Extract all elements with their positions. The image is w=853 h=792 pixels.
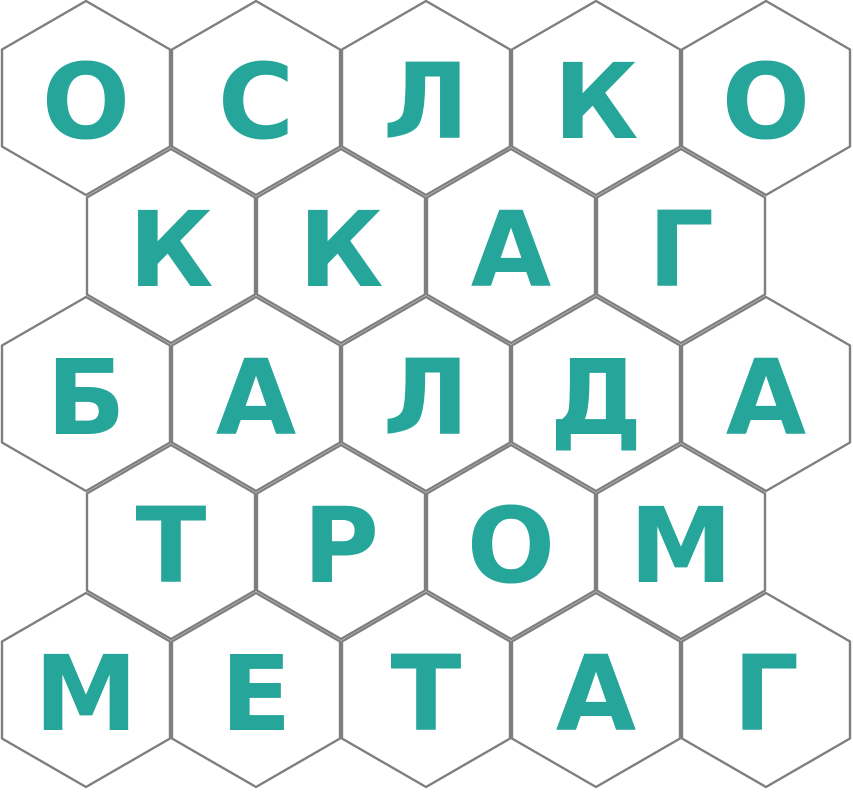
hex-letter: Т	[136, 485, 207, 607]
hex-cell[interactable]: С	[170, 0, 342, 197]
hex-outline	[510, 0, 682, 197]
hex-cell[interactable]: А	[425, 147, 597, 345]
hex-outline	[680, 591, 852, 789]
hex-cell[interactable]: Д	[510, 295, 682, 493]
hex-outline	[170, 591, 342, 789]
hex-letter: Е	[220, 633, 291, 755]
hex-letter: М	[629, 485, 733, 607]
hex-outline	[595, 443, 767, 641]
hex-letter: Д	[550, 337, 643, 459]
hex-cell[interactable]: Л	[340, 0, 512, 197]
hex-cell[interactable]: М	[0, 591, 172, 789]
hex-letter: А	[726, 337, 807, 459]
hex-letter: Л	[383, 337, 469, 459]
hex-letter: О	[42, 41, 130, 163]
hex-cell[interactable]: Т	[340, 591, 512, 789]
hex-outline	[510, 295, 682, 493]
hex-outline	[340, 295, 512, 493]
hex-cell[interactable]: О	[425, 443, 597, 641]
hex-outline	[85, 147, 257, 345]
hex-cell[interactable]: Б	[0, 295, 172, 493]
hex-cell[interactable]: Г	[595, 147, 767, 345]
hex-outline	[340, 591, 512, 789]
hex-cell[interactable]: Р	[255, 443, 427, 641]
hex-cell[interactable]: К	[255, 147, 427, 345]
hex-letter: Т	[391, 633, 462, 755]
hex-cell[interactable]: О	[680, 0, 852, 197]
hex-letter: М	[34, 633, 138, 755]
hex-cell[interactable]: А	[680, 295, 852, 493]
hex-outline	[680, 295, 852, 493]
hex-outline	[255, 147, 427, 345]
hex-letter: А	[216, 337, 297, 459]
hex-outline	[425, 443, 597, 641]
hex-outline	[0, 295, 172, 493]
hex-letter: С	[218, 41, 294, 163]
hex-outline	[425, 147, 597, 345]
hex-outline	[170, 295, 342, 493]
hex-outline	[255, 443, 427, 641]
hex-cell[interactable]: Е	[170, 591, 342, 789]
hex-letter: О	[722, 41, 810, 163]
hex-letter: Г	[648, 189, 714, 311]
hex-outline	[680, 0, 852, 197]
hex-letter: К	[128, 189, 213, 311]
hex-letter: К	[298, 189, 383, 311]
hex-outline	[0, 591, 172, 789]
hex-letter: Р	[303, 485, 379, 607]
hex-outline	[510, 591, 682, 789]
hex-letter: Л	[383, 41, 469, 163]
hex-outline	[170, 0, 342, 197]
hex-cell[interactable]: Т	[85, 443, 257, 641]
hex-cell[interactable]: О	[0, 0, 172, 197]
hex-letter: К	[553, 41, 638, 163]
hex-outline	[595, 147, 767, 345]
hex-outline	[0, 0, 172, 197]
hex-letter: О	[467, 485, 555, 607]
hex-letter: А	[556, 633, 637, 755]
hex-cell[interactable]: К	[510, 0, 682, 197]
hex-cell[interactable]: Л	[340, 295, 512, 493]
hex-letter: А	[471, 189, 552, 311]
hex-cell[interactable]: М	[595, 443, 767, 641]
hex-letter: Б	[46, 337, 125, 459]
hex-cell[interactable]: А	[170, 295, 342, 493]
hex-cell[interactable]: Г	[680, 591, 852, 789]
hex-outline	[340, 0, 512, 197]
hex-outline	[85, 443, 257, 641]
hex-cell[interactable]: К	[85, 147, 257, 345]
hex-cell[interactable]: А	[510, 591, 682, 789]
hex-letter: Г	[733, 633, 799, 755]
